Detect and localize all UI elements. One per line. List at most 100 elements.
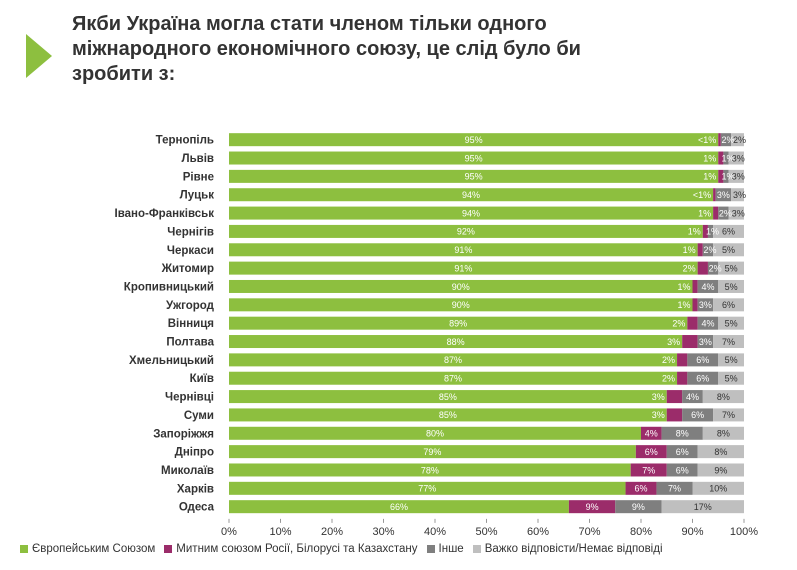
legend-label: Інше <box>438 543 464 555</box>
data-label: 94% <box>462 208 480 218</box>
bar-segment <box>692 481 744 495</box>
data-label: 89% <box>449 318 467 328</box>
bar-segment <box>707 261 719 275</box>
bar-segment <box>713 408 744 422</box>
data-label: 6% <box>634 484 647 494</box>
data-label: 9% <box>632 502 645 512</box>
bar-segment <box>718 261 744 275</box>
legend-item: Інше <box>426 543 464 555</box>
data-label: 6% <box>722 227 735 237</box>
data-label: 3% <box>733 190 746 200</box>
bar-segment <box>229 133 719 147</box>
bar-segment <box>666 408 683 422</box>
legend-label: Європейським Союзом <box>32 543 156 555</box>
chart-legend: Європейським Союзом Митним союзом Росії, … <box>20 543 790 555</box>
data-label: 3% <box>699 300 712 310</box>
bar-segment <box>697 279 719 293</box>
data-label: 2% <box>683 263 696 273</box>
bar-segment <box>568 500 616 514</box>
category-label: Львів <box>182 153 214 165</box>
data-label: 17% <box>694 502 712 512</box>
data-label: 90% <box>452 300 470 310</box>
data-label: 2% <box>703 245 716 255</box>
data-label: 90% <box>452 282 470 292</box>
x-tick-label: 80% <box>630 526 652 538</box>
data-label: 1% <box>721 153 734 163</box>
bar-segment <box>692 298 698 312</box>
category-label: Одеса <box>179 502 215 514</box>
x-tick-label: 90% <box>681 526 703 538</box>
bar-segment <box>697 298 714 312</box>
data-label: 5% <box>725 263 738 273</box>
legend-swatch <box>164 545 173 553</box>
data-label: 87% <box>444 355 462 365</box>
bar-segment <box>718 316 744 330</box>
bar-segment <box>229 445 636 459</box>
data-label: 3% <box>667 337 680 347</box>
bar-segment <box>697 261 708 275</box>
data-label: 1% <box>706 227 719 237</box>
bar-segment <box>682 408 714 422</box>
data-label: 80% <box>426 429 444 439</box>
page-title: Якби Україна могла стати членом тільки о… <box>72 13 581 85</box>
legend-item: Митним союзом Росії, Білорусі та Казахст… <box>164 543 418 555</box>
data-label: 1% <box>683 245 696 255</box>
bar-segment <box>229 371 678 385</box>
bar-segment <box>615 500 662 514</box>
data-label: 3% <box>652 410 665 420</box>
bar-segment <box>728 206 744 220</box>
data-label: 66% <box>390 502 408 512</box>
data-label: 4% <box>686 392 699 402</box>
data-label: 6% <box>696 374 709 384</box>
data-label: 6% <box>691 410 704 420</box>
bar-segment <box>229 390 667 404</box>
bar-segment <box>697 316 719 330</box>
bar-segment <box>713 206 719 220</box>
category-label: Тернопіль <box>156 135 214 147</box>
data-label: 91% <box>454 263 472 273</box>
bar-segment <box>229 316 688 330</box>
bar-segment <box>687 353 719 367</box>
data-label: 1% <box>721 172 734 182</box>
legend-swatch <box>426 545 435 553</box>
data-label: 6% <box>722 300 735 310</box>
bar-segment <box>687 371 719 385</box>
bar-segment <box>229 151 719 165</box>
bar-segment <box>666 445 698 459</box>
bar-segment <box>630 463 667 477</box>
bar-segment <box>229 206 714 220</box>
data-label: 1% <box>688 227 701 237</box>
bar-segment <box>666 463 698 477</box>
legend-item: Важко відповісти/Немає відповіді <box>472 543 663 555</box>
bar-segment <box>229 243 698 257</box>
category-label: Київ <box>190 373 214 385</box>
data-label: 7% <box>722 410 735 420</box>
category-label: Чернігів <box>167 226 214 238</box>
x-tick-label: 100% <box>730 526 758 538</box>
data-label: 85% <box>439 392 457 402</box>
data-label: 2% <box>672 318 685 328</box>
bar-segment <box>713 224 744 238</box>
x-tick-label: 50% <box>475 526 497 538</box>
data-label: 6% <box>676 447 689 457</box>
bar-segment <box>666 390 683 404</box>
bar-segment <box>713 188 716 202</box>
bar-segment <box>661 426 703 440</box>
legend-swatch <box>472 545 481 553</box>
data-label: 8% <box>717 429 730 439</box>
data-label: 4% <box>701 318 714 328</box>
data-label: 3% <box>732 172 745 182</box>
bar-segment <box>229 426 641 440</box>
data-label: 6% <box>696 355 709 365</box>
bar-segment <box>713 335 744 349</box>
bar-segment <box>229 335 683 349</box>
category-label: Харків <box>177 483 214 495</box>
x-tick-label: 70% <box>578 526 600 538</box>
category-label: Житомир <box>161 263 214 275</box>
bar-segment <box>718 279 744 293</box>
data-label: 6% <box>676 465 689 475</box>
data-label: <1% <box>693 190 711 200</box>
data-label: 1% <box>703 153 716 163</box>
bar-segment <box>229 463 631 477</box>
bar-segment <box>229 481 626 495</box>
